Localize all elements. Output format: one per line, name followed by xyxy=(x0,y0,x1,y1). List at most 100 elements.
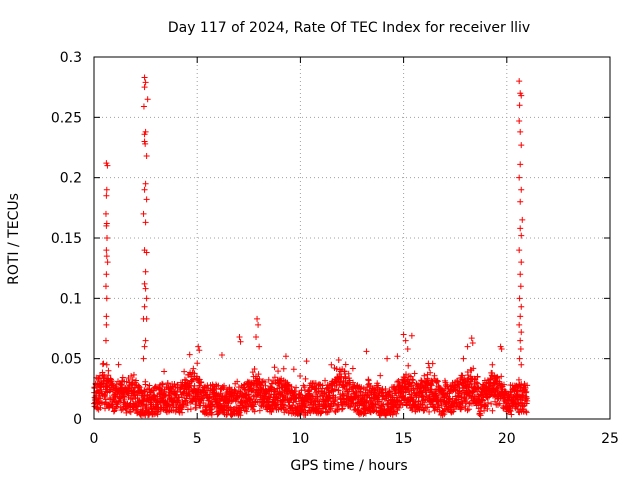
data-point xyxy=(384,355,391,362)
data-point xyxy=(186,392,193,399)
data-point xyxy=(488,400,495,407)
data-point xyxy=(119,374,126,381)
data-point xyxy=(524,382,531,389)
y-axis-title: ROTI / TECUs xyxy=(6,193,22,285)
data-point xyxy=(328,361,335,368)
data-point xyxy=(516,355,523,362)
data-point xyxy=(193,404,200,411)
data-point xyxy=(474,388,481,395)
data-point xyxy=(103,313,110,320)
data-point xyxy=(181,368,188,375)
data-point xyxy=(187,406,194,413)
data-point xyxy=(441,411,448,418)
data-point xyxy=(208,411,215,418)
data-point xyxy=(102,337,109,344)
data-point xyxy=(496,400,503,407)
data-point xyxy=(103,271,110,278)
data-point xyxy=(235,384,242,391)
data-point xyxy=(292,395,299,402)
data-point xyxy=(102,210,109,217)
data-point xyxy=(250,403,257,410)
data-point xyxy=(473,379,480,386)
data-point xyxy=(301,403,308,410)
data-points xyxy=(91,74,531,419)
data-point xyxy=(265,376,272,383)
data-point xyxy=(440,408,447,415)
data-point xyxy=(270,405,277,412)
data-point xyxy=(142,268,149,275)
x-tick-label: 25 xyxy=(601,431,619,447)
data-point xyxy=(142,337,149,344)
data-point xyxy=(159,381,166,388)
data-point xyxy=(428,382,435,389)
data-point xyxy=(515,376,522,383)
data-point xyxy=(284,381,291,388)
data-point xyxy=(409,376,416,383)
data-point xyxy=(161,368,168,375)
data-point xyxy=(206,391,213,398)
data-point xyxy=(141,186,148,193)
data-point xyxy=(484,394,491,401)
data-point xyxy=(191,370,198,377)
data-point xyxy=(333,366,340,373)
data-point xyxy=(349,365,356,372)
data-point xyxy=(171,381,178,388)
data-point xyxy=(186,383,193,390)
data-point xyxy=(237,338,244,345)
data-point xyxy=(123,406,130,413)
data-point xyxy=(517,283,524,290)
data-point xyxy=(300,382,307,389)
data-point xyxy=(518,92,525,99)
data-point xyxy=(308,393,315,400)
data-point xyxy=(519,216,526,223)
data-point xyxy=(425,360,432,367)
data-point xyxy=(121,396,128,403)
data-point xyxy=(117,381,124,388)
data-point xyxy=(471,375,478,382)
data-point xyxy=(517,198,524,205)
data-point xyxy=(103,247,110,254)
data-point xyxy=(143,315,150,322)
data-point xyxy=(273,394,280,401)
data-point xyxy=(97,404,104,411)
data-point xyxy=(523,388,530,395)
data-point xyxy=(269,405,276,412)
data-point xyxy=(484,405,491,412)
data-point xyxy=(280,365,287,372)
data-point xyxy=(407,373,414,380)
data-point xyxy=(402,337,409,344)
data-point xyxy=(363,348,370,355)
data-point xyxy=(264,395,271,402)
data-point xyxy=(159,380,166,387)
data-point xyxy=(454,378,461,385)
data-point xyxy=(103,253,110,260)
data-point xyxy=(319,382,326,389)
data-point xyxy=(522,408,529,415)
data-point xyxy=(236,333,243,340)
data-point xyxy=(379,402,386,409)
data-point xyxy=(426,408,433,415)
data-point xyxy=(129,396,136,403)
data-point xyxy=(183,377,190,384)
data-point xyxy=(271,364,278,371)
data-point xyxy=(142,79,149,86)
data-point xyxy=(518,142,525,149)
chart-title: Day 117 of 2024, Rate Of TEC Index for r… xyxy=(168,20,530,36)
data-point xyxy=(379,396,386,403)
data-point xyxy=(141,303,148,310)
data-point xyxy=(341,368,348,375)
data-point xyxy=(142,381,149,388)
data-point xyxy=(242,386,249,393)
data-point xyxy=(405,388,412,395)
data-point xyxy=(103,321,110,328)
data-point xyxy=(126,408,133,415)
data-point xyxy=(125,388,132,395)
data-point xyxy=(211,385,218,392)
data-point xyxy=(431,372,438,379)
data-point xyxy=(100,360,107,367)
data-point xyxy=(518,329,525,336)
data-point xyxy=(179,409,186,416)
data-point xyxy=(489,407,496,414)
data-point xyxy=(103,361,110,368)
